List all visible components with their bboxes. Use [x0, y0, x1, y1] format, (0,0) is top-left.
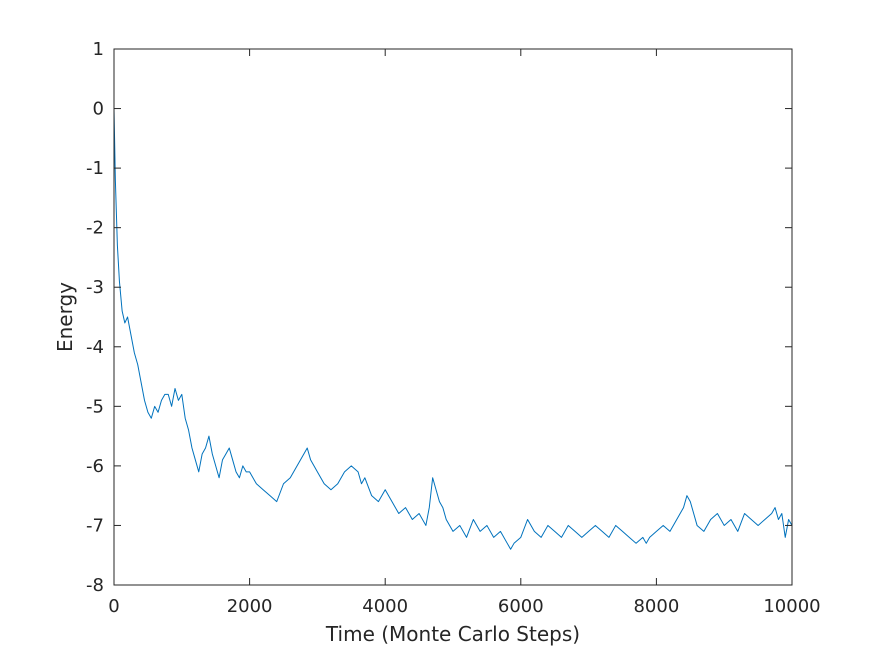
y-tick-label: -2 [86, 218, 104, 239]
axes-box [113, 48, 793, 586]
x-axis-label: Time (Monte Carlo Steps) [325, 622, 580, 646]
y-axis-ticks: -8 -7 -6 -5 -4 -3 -2 -1 0 1 [86, 39, 792, 596]
x-tick-label: 4000 [362, 596, 408, 617]
plot-area [114, 49, 792, 585]
x-tick-label: 6000 [498, 596, 544, 617]
x-tick-label: 2000 [227, 596, 273, 617]
y-tick-label: -3 [86, 277, 104, 298]
y-tick-label: 0 [93, 99, 104, 120]
y-tick-label: 1 [93, 39, 104, 60]
x-tick-label: 8000 [633, 596, 679, 617]
y-axis-label: Energy [53, 282, 77, 352]
y-tick-label: -5 [86, 396, 104, 417]
y-tick-label: -8 [86, 575, 104, 596]
y-tick-label: -4 [86, 337, 104, 358]
x-tick-label: 0 [108, 596, 119, 617]
y-tick-label: -1 [86, 158, 104, 179]
x-tick-label: 10000 [763, 596, 820, 617]
x-axis-ticks: 0 2000 4000 6000 8000 10000 [108, 49, 821, 617]
y-tick-label: -6 [86, 456, 104, 477]
energy-series-line [113, 108, 793, 550]
y-tick-label: -7 [86, 515, 104, 536]
series-layer [113, 108, 793, 550]
